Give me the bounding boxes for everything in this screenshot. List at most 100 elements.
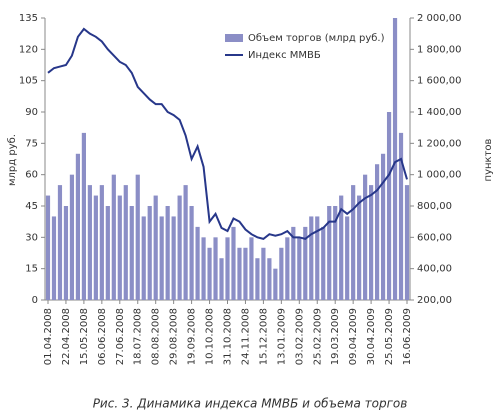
bar <box>285 237 290 300</box>
bar <box>327 206 332 300</box>
x-tick-label: 30.04.2009 <box>366 308 377 365</box>
y-tick-label: 90 <box>25 107 38 118</box>
bar <box>386 112 392 300</box>
bar <box>297 237 302 300</box>
y-tick-label: 120 <box>19 44 38 55</box>
bar <box>123 185 128 300</box>
y2-tick-label: 1 200,00 <box>417 138 462 149</box>
bar <box>339 195 344 300</box>
x-tick-label: 06.06.2008 <box>97 308 108 365</box>
bar <box>81 132 86 300</box>
bar <box>195 226 200 300</box>
x-tick-label: 29.08.2008 <box>169 308 180 365</box>
bar <box>392 18 398 300</box>
bar <box>261 247 266 300</box>
bar <box>273 268 278 300</box>
y-tick-label: 60 <box>25 170 38 181</box>
y-tick-label: 45 <box>25 201 38 212</box>
y2-tick-label: 1 800,00 <box>417 44 462 55</box>
bar <box>404 185 410 300</box>
bar <box>380 153 386 300</box>
bar <box>117 195 122 300</box>
x-tick-label: 19.03.2009 <box>330 308 341 365</box>
bar <box>374 164 380 300</box>
x-tick-label: 13.01.2009 <box>276 308 287 365</box>
caption: Рис. 3. Динамика индекса ММВБ и объема т… <box>93 397 408 411</box>
bar <box>225 237 230 300</box>
bar <box>291 226 296 300</box>
y-tick-label: 15 <box>25 264 38 275</box>
bar <box>243 247 248 300</box>
y2-axis-label: пунктов <box>483 138 494 181</box>
bar <box>357 195 362 300</box>
bar <box>165 206 170 300</box>
x-tick-label: 25.02.2009 <box>312 308 323 365</box>
bar <box>105 206 110 300</box>
x-tick-label: 01.04.2008 <box>43 308 54 365</box>
y2-tick-label: 1 400,00 <box>417 107 462 118</box>
x-tick-label: 19.09.2008 <box>187 308 198 365</box>
y2-tick-label: 800,00 <box>417 201 452 212</box>
bar <box>219 258 224 300</box>
bar <box>51 216 57 300</box>
bar <box>45 195 51 300</box>
x-tick-label: 31.10.2008 <box>223 308 234 365</box>
bar <box>351 185 356 300</box>
y2-tick-label: 200,00 <box>417 295 452 306</box>
y-tick-label: 30 <box>25 232 38 243</box>
x-tick-label: 18.07.2008 <box>133 308 144 365</box>
bar <box>255 258 260 300</box>
index-line <box>47 27 408 240</box>
bar <box>147 206 152 300</box>
bar <box>213 237 218 300</box>
y-tick-label: 75 <box>25 138 38 149</box>
bar <box>183 185 188 300</box>
bar <box>57 185 63 300</box>
bar <box>333 206 338 300</box>
bar <box>63 206 69 300</box>
bar <box>99 185 104 300</box>
bar <box>189 206 194 300</box>
bar <box>87 185 92 300</box>
y2-tick-label: 2 000,00 <box>417 13 462 24</box>
x-tick-label: 27.06.2008 <box>115 308 126 365</box>
bar <box>267 258 272 300</box>
y-tick-label: 105 <box>19 76 38 87</box>
x-tick-label: 15.12.2008 <box>258 308 269 365</box>
bar <box>345 216 350 300</box>
y-axis-label: млрд руб. <box>7 134 18 186</box>
bar <box>153 195 158 300</box>
x-tick-label: 16.06.2009 <box>402 308 413 365</box>
legend-swatch <box>225 34 243 42</box>
y2-tick-label: 600,00 <box>417 232 452 243</box>
x-tick-label: 03.02.2009 <box>294 308 305 365</box>
bar <box>93 195 98 300</box>
y-tick-label: 0 <box>32 295 38 306</box>
bar <box>303 226 308 300</box>
bar <box>231 226 236 300</box>
bar <box>207 247 212 300</box>
bar <box>249 237 254 300</box>
bar <box>159 216 164 300</box>
bar <box>111 174 116 300</box>
bar <box>363 174 368 300</box>
x-tick-label: 15.05.2008 <box>79 308 90 365</box>
legend-label: Объем торгов (млрд руб.) <box>248 33 385 44</box>
x-tick-label: 24.11.2008 <box>240 308 251 365</box>
bar <box>279 247 284 300</box>
bar <box>309 216 314 300</box>
x-tick-label: 08.08.2008 <box>151 308 162 365</box>
x-tick-label: 22.04.2008 <box>61 308 72 365</box>
bar <box>369 185 374 300</box>
x-tick-label: 10.10.2008 <box>205 308 216 365</box>
bar <box>141 216 146 300</box>
x-tick-label: 25.05.2009 <box>384 308 395 365</box>
y2-tick-label: 1 600,00 <box>417 76 462 87</box>
bar <box>75 153 81 300</box>
bar <box>177 195 182 300</box>
bar <box>135 174 140 300</box>
bar <box>315 216 320 300</box>
legend-label: Индекс ММВБ <box>248 50 321 61</box>
bar <box>69 174 75 300</box>
